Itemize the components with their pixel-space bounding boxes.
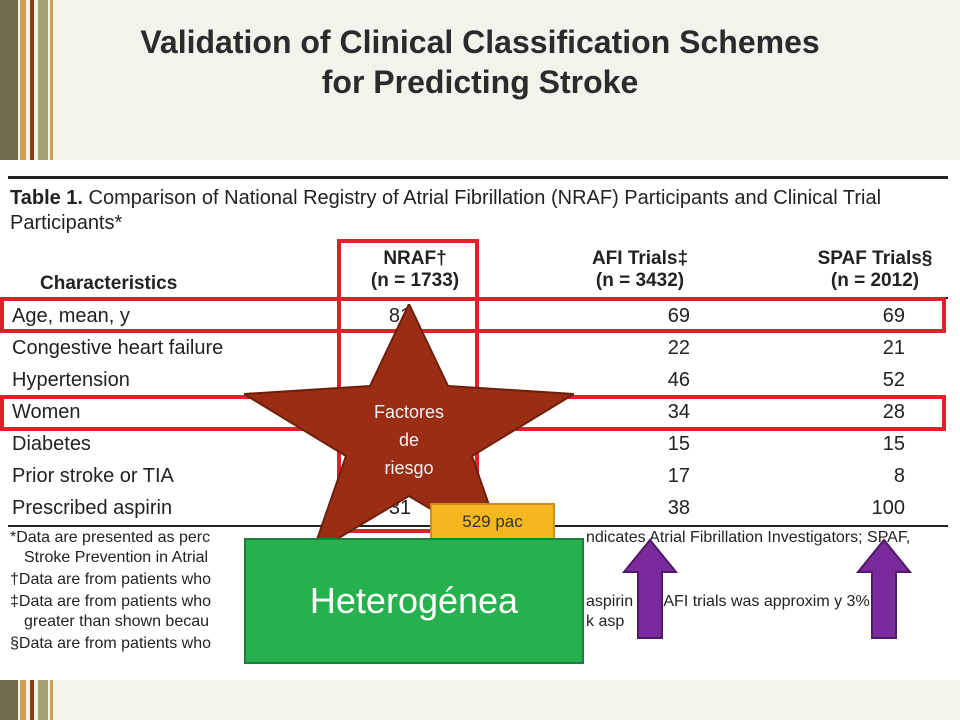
star-label: Factores de riesgo (354, 398, 464, 482)
row-afi: 34 (667, 401, 690, 423)
patients-callout: 529 pac (430, 503, 555, 541)
table-row: Women 34 28 (0, 397, 960, 429)
table-row: Prescribed aspirin 31 38 100 (0, 493, 960, 525)
header-spaf-line1: SPAF Trials§ (817, 248, 933, 269)
header-spaf-line2: (n = 2012) (830, 270, 920, 291)
table-row: Diabetes 15 15 (0, 429, 960, 461)
row-spaf: 100 (871, 497, 905, 519)
header-characteristics: Characteristics (40, 273, 178, 294)
up-arrow-icon (856, 538, 912, 639)
row-spaf: 8 (893, 465, 905, 487)
footnote-4-left: ‡Data are from patients who (10, 593, 211, 610)
table-caption-text: Comparison of National Registry of Atria… (10, 187, 882, 234)
header-afi: AFI Trials‡ (n = 3432) (560, 248, 720, 292)
footnote-5-right: k asp (586, 613, 625, 630)
header-afi-line1: AFI Trials‡ (591, 248, 689, 269)
slide-title: Validation of Clinical Classification Sc… (60, 22, 900, 102)
row-label: Age, mean, y (12, 305, 130, 327)
header-nraf-line1: NRAF† (383, 248, 447, 269)
row-afi: 46 (667, 369, 690, 391)
slide-title-line1: Validation of Clinical Classification Sc… (140, 24, 820, 60)
table-caption-label: Table 1. (10, 187, 83, 209)
star-label-line1: Factores (373, 402, 445, 422)
header-afi-line2: (n = 3432) (595, 270, 685, 291)
footnote-3-left: †Data are from patients who (10, 571, 211, 588)
table-top-rule (8, 176, 948, 179)
footnote-5-left: greater than shown becau (24, 613, 210, 630)
row-label: Hypertension (12, 369, 130, 391)
row-afi: 22 (667, 337, 690, 359)
row-spaf: 15 (882, 433, 905, 455)
star-label-line2: de (398, 430, 420, 450)
row-label: Diabetes (12, 433, 91, 455)
row-afi: 38 (667, 497, 690, 519)
row-spaf: 52 (882, 369, 905, 391)
row-label: Congestive heart failure (12, 337, 224, 359)
row-spaf: 28 (882, 401, 905, 423)
footnote-1-right: ndicates Atrial Fibrillation Investigato… (586, 529, 911, 546)
header-spaf: SPAF Trials§ (n = 2012) (790, 248, 960, 292)
table-row: Congestive heart failure 22 21 (0, 333, 960, 365)
slide-title-line2: for Predicting Stroke (321, 64, 639, 100)
row-afi: 15 (667, 433, 690, 455)
row-label: Prior stroke or TIA (12, 465, 174, 487)
row-afi: 17 (667, 465, 690, 487)
row-spaf: 69 (882, 305, 905, 327)
row-afi: 69 (667, 305, 690, 327)
row-label: Prescribed aspirin (12, 497, 173, 519)
footnote-6-left: §Data are from patients who (10, 635, 211, 652)
footnote-2-left: Stroke Prevention in Atrial (24, 549, 209, 566)
heterogeneous-callout: Heterogénea (244, 538, 584, 664)
star-shape (244, 304, 574, 554)
table-row: Hypertension 46 52 (0, 365, 960, 397)
row-label: Women (12, 401, 81, 423)
table-caption: Table 1. Comparison of National Registry… (10, 186, 910, 236)
star-label-line3: riesgo (384, 458, 434, 478)
up-arrow-icon (622, 538, 678, 639)
age-row-highlight (0, 297, 946, 333)
nraf-column-highlight (337, 239, 479, 533)
table-row: Prior stroke or TIA 17 8 (0, 461, 960, 493)
header-nraf-line2: (n = 1733) (370, 270, 460, 291)
row-spaf: 21 (882, 337, 905, 359)
footnote-1-left: *Data are presented as perc (10, 529, 211, 546)
header-nraf: NRAF† (n = 1733) (340, 248, 490, 292)
star-icon (244, 304, 574, 554)
